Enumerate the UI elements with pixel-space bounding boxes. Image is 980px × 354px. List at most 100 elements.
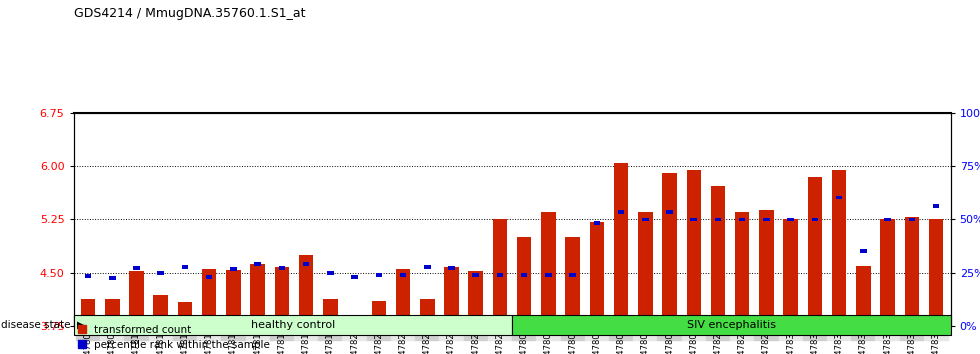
Bar <box>905 217 919 326</box>
Bar <box>488 326 512 340</box>
Bar <box>274 267 289 326</box>
Bar <box>109 276 116 280</box>
Text: GDS4214 / MmugDNA.35760.1.S1_at: GDS4214 / MmugDNA.35760.1.S1_at <box>74 7 305 20</box>
Bar <box>493 219 508 326</box>
Bar <box>206 275 213 279</box>
Bar <box>416 326 439 340</box>
Bar <box>512 315 951 335</box>
Bar <box>172 326 197 340</box>
Bar <box>811 218 818 222</box>
Bar <box>270 326 294 340</box>
Bar <box>880 219 895 326</box>
Bar <box>255 262 261 266</box>
Bar <box>105 299 120 326</box>
Bar <box>74 315 512 335</box>
Bar <box>827 326 852 340</box>
Bar <box>221 326 246 340</box>
Bar <box>396 269 411 326</box>
Bar <box>299 255 314 326</box>
Bar <box>521 274 527 278</box>
Bar <box>763 218 769 222</box>
Bar <box>706 326 730 340</box>
Bar <box>391 326 416 340</box>
Bar <box>367 326 391 340</box>
Bar <box>327 271 333 275</box>
Bar <box>739 218 746 222</box>
Bar <box>80 299 95 326</box>
Bar <box>875 326 900 340</box>
Bar <box>783 219 798 326</box>
Bar <box>278 267 285 270</box>
Bar <box>666 211 673 215</box>
Bar <box>197 326 221 340</box>
Bar <box>342 326 367 340</box>
Bar <box>181 265 188 269</box>
Bar <box>154 295 168 326</box>
Bar <box>642 218 649 222</box>
Bar <box>860 250 866 253</box>
Bar <box>545 274 552 278</box>
Bar <box>633 326 658 340</box>
Bar <box>246 326 270 340</box>
Bar <box>929 219 944 326</box>
Bar <box>375 274 382 278</box>
Bar <box>730 326 755 340</box>
Bar <box>84 274 91 278</box>
Bar <box>158 271 164 275</box>
Bar <box>638 212 653 326</box>
Bar <box>778 326 803 340</box>
Bar <box>836 196 843 200</box>
Bar <box>585 326 609 340</box>
Bar <box>541 212 556 326</box>
Bar <box>250 264 265 326</box>
Bar <box>565 237 580 326</box>
Bar <box>924 326 949 340</box>
Bar <box>884 218 891 222</box>
Bar <box>318 326 342 340</box>
Bar <box>735 212 750 326</box>
Bar <box>710 186 725 326</box>
Bar <box>497 274 503 278</box>
Bar <box>933 204 940 208</box>
Bar <box>371 301 386 326</box>
Bar <box>226 270 241 326</box>
Bar <box>323 299 337 326</box>
Bar <box>682 326 706 340</box>
Bar <box>439 326 464 340</box>
Bar <box>613 163 628 326</box>
Bar <box>100 326 124 340</box>
Bar <box>787 218 794 222</box>
Bar <box>590 222 604 326</box>
Bar <box>177 302 192 326</box>
Bar <box>124 326 149 340</box>
Bar <box>852 326 875 340</box>
Bar <box>133 267 140 270</box>
Bar <box>714 218 721 222</box>
Bar <box>760 210 774 326</box>
Bar <box>420 299 434 326</box>
Bar <box>662 173 677 326</box>
Bar <box>444 267 459 326</box>
Bar <box>448 267 455 270</box>
Bar <box>569 274 576 278</box>
Text: disease state  ▶: disease state ▶ <box>1 320 85 330</box>
Bar <box>351 275 358 279</box>
Bar <box>347 319 362 326</box>
Bar <box>609 326 633 340</box>
Bar <box>75 326 100 340</box>
Bar <box>536 326 561 340</box>
Bar <box>230 267 237 271</box>
Bar <box>857 266 870 326</box>
Bar <box>512 326 536 340</box>
Text: healthy control: healthy control <box>251 320 335 330</box>
Bar <box>832 170 847 326</box>
Bar <box>129 271 144 326</box>
Bar <box>658 326 682 340</box>
Bar <box>303 262 310 266</box>
Bar <box>755 326 778 340</box>
Bar <box>472 274 479 278</box>
Bar <box>691 218 697 222</box>
Bar <box>149 326 172 340</box>
Bar <box>900 326 924 340</box>
Bar <box>561 326 585 340</box>
